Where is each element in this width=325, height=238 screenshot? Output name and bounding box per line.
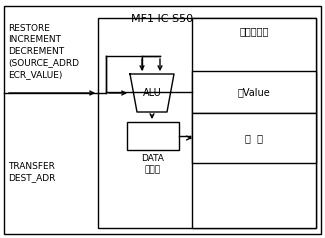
Text: MF1 IC S50: MF1 IC S50 (131, 14, 194, 24)
Text: TRANSFER
DEST_ADR: TRANSFER DEST_ADR (8, 162, 55, 183)
Bar (192, 113, 316, 163)
Bar (192, 71, 316, 113)
Text: 结  果: 结 果 (245, 133, 263, 143)
Bar (192, 18, 316, 228)
Bar (127, 122, 179, 150)
Text: 芯片存储器: 芯片存储器 (239, 26, 269, 36)
Text: ALU: ALU (143, 88, 162, 98)
Text: RESTORE
INCREMENT
DECREMENT
(SOURCE_ADRD
ECR_VALUE): RESTORE INCREMENT DECREMENT (SOURCE_ADRD… (8, 24, 79, 79)
Text: 源Value: 源Value (238, 87, 270, 97)
Bar (98, 18, 316, 228)
Text: DATA
寄存器: DATA 寄存器 (142, 154, 164, 174)
